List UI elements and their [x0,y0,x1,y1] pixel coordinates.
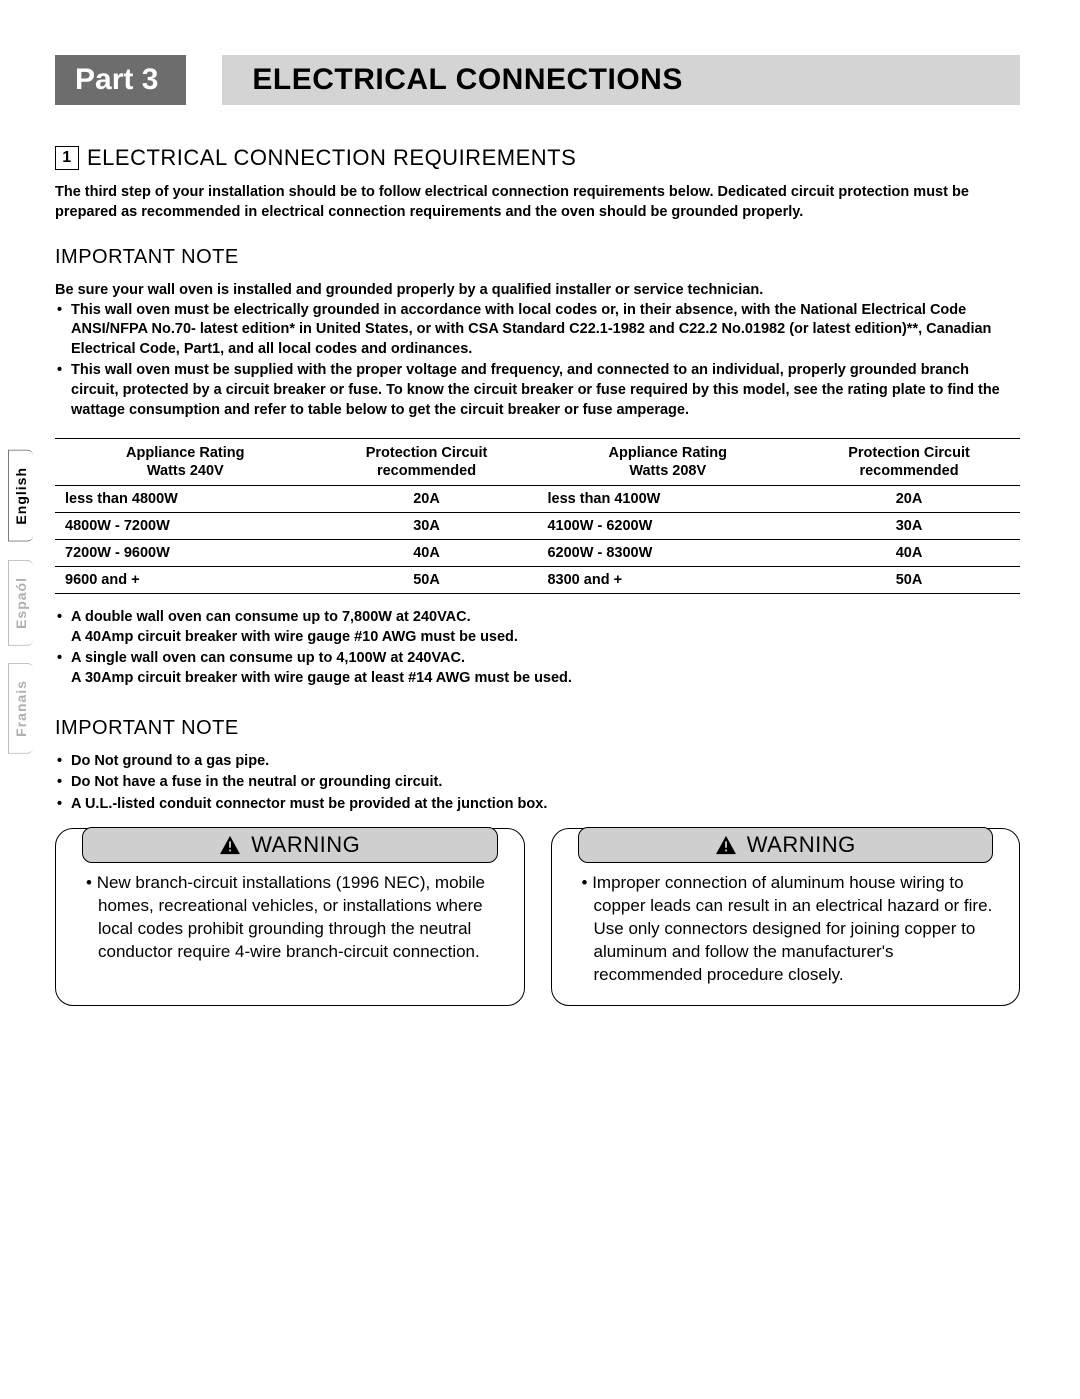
warning-box-right: WARNING • Improper connection of aluminu… [551,828,1021,1006]
warning-icon [219,835,241,855]
cell-r3c3: 6200W - 8300W [537,540,798,567]
important-note-2-bullet-2: Do Not have a fuse in the neutral or gro… [55,773,1020,793]
oven-note-1: A double wall oven can consume up to 7,8… [55,608,1020,647]
cell-r1c4: 20A [798,486,1020,513]
table-row: less than 4800W 20A less than 4100W 20A [55,486,1020,513]
important-note-1-body: Be sure your wall oven is installed and … [55,281,1020,420]
cell-r1c1: less than 4800W [55,486,316,513]
oven-note-2b: A 30Amp circuit breaker with wire gauge … [71,670,572,686]
oven-notes: A double wall oven can consume up to 7,8… [55,608,1020,688]
warning-label-right: WARNING [747,832,856,858]
warning-header-right: WARNING [578,827,994,863]
warning-box-left: WARNING • New branch-circuit installatio… [55,828,525,1006]
header-gap [186,55,222,105]
section-number-box: 1 [55,146,79,170]
warning-body-right: • Improper connection of aluminum house … [568,872,1004,987]
important-note-1-bullet-1: This wall oven must be electrically grou… [55,301,1020,360]
warning-text-left: New branch-circuit installations (1996 N… [97,873,485,961]
section-1-heading: ELECTRICAL CONNECTION REQUIREMENTS [87,145,576,171]
cell-r2c1: 4800W - 7200W [55,513,316,540]
cell-r1c3: less than 4100W [537,486,798,513]
warning-icon [715,835,737,855]
table-header-4: Protection Circuitrecommended [798,439,1020,486]
important-note-2-bullet-3: A U.L.-listed conduit connector must be … [55,795,1020,815]
cell-r1c2: 20A [316,486,538,513]
important-note-1-list: This wall oven must be electrically grou… [55,301,1020,420]
table-header-3: Appliance RatingWatts 208V [537,439,798,486]
cell-r4c3: 8300 and + [537,567,798,594]
oven-note-2a: A single wall oven can consume up to 4,1… [71,650,465,666]
table-header-row: Appliance RatingWatts 240V Protection Ci… [55,439,1020,486]
table-header-2: Protection Circuitrecommended [316,439,538,486]
important-note-1-bullet-2: This wall oven must be supplied with the… [55,361,1020,420]
important-note-2-list: Do Not ground to a gas pipe. Do Not have… [55,752,1020,815]
important-note-2-bullet-1: Do Not ground to a gas pipe. [55,752,1020,772]
cell-r4c2: 50A [316,567,538,594]
table-row: 4800W - 7200W 30A 4100W - 6200W 30A [55,513,1020,540]
cell-r2c3: 4100W - 6200W [537,513,798,540]
warnings-row: WARNING • New branch-circuit installatio… [55,828,1020,1006]
warning-label-left: WARNING [251,832,360,858]
oven-note-2: A single wall oven can consume up to 4,1… [55,649,1020,688]
warning-body-left: • New branch-circuit installations (1996… [72,872,508,964]
page-header: Part 3 ELECTRICAL CONNECTIONS [55,55,1020,105]
page-title: ELECTRICAL CONNECTIONS [222,55,1020,105]
cell-r2c2: 30A [316,513,538,540]
part-label: Part 3 [55,55,186,105]
cell-r3c4: 40A [798,540,1020,567]
section-1-title: 1 ELECTRICAL CONNECTION REQUIREMENTS [55,145,1020,171]
cell-r3c1: 7200W - 9600W [55,540,316,567]
cell-r2c4: 30A [798,513,1020,540]
rating-table: Appliance RatingWatts 240V Protection Ci… [55,438,1020,594]
cell-r4c1: 9600 and + [55,567,316,594]
oven-note-1a: A double wall oven can consume up to 7,8… [71,609,471,625]
cell-r3c2: 40A [316,540,538,567]
table-row: 9600 and + 50A 8300 and + 50A [55,567,1020,594]
warning-text-right: Improper connection of aluminum house wi… [592,873,992,984]
oven-note-1b: A 40Amp circuit breaker with wire gauge … [71,629,518,645]
section-1-intro: The third step of your installation shou… [55,183,1020,222]
important-note-2-body: Do Not ground to a gas pipe. Do Not have… [55,752,1020,815]
table-row: 7200W - 9600W 40A 6200W - 8300W 40A [55,540,1020,567]
important-note-1-title: IMPORTANT NOTE [55,246,1020,269]
important-note-2-title: IMPORTANT NOTE [55,717,1020,740]
table-header-1: Appliance RatingWatts 240V [55,439,316,486]
page-content: Part 3 ELECTRICAL CONNECTIONS 1 ELECTRIC… [0,0,1080,1066]
cell-r4c4: 50A [798,567,1020,594]
warning-header-left: WARNING [82,827,498,863]
important-note-1-lead: Be sure your wall oven is installed and … [55,281,1020,301]
